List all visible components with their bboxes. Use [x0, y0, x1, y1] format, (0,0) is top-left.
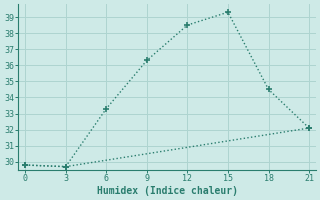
X-axis label: Humidex (Indice chaleur): Humidex (Indice chaleur) — [97, 186, 237, 196]
